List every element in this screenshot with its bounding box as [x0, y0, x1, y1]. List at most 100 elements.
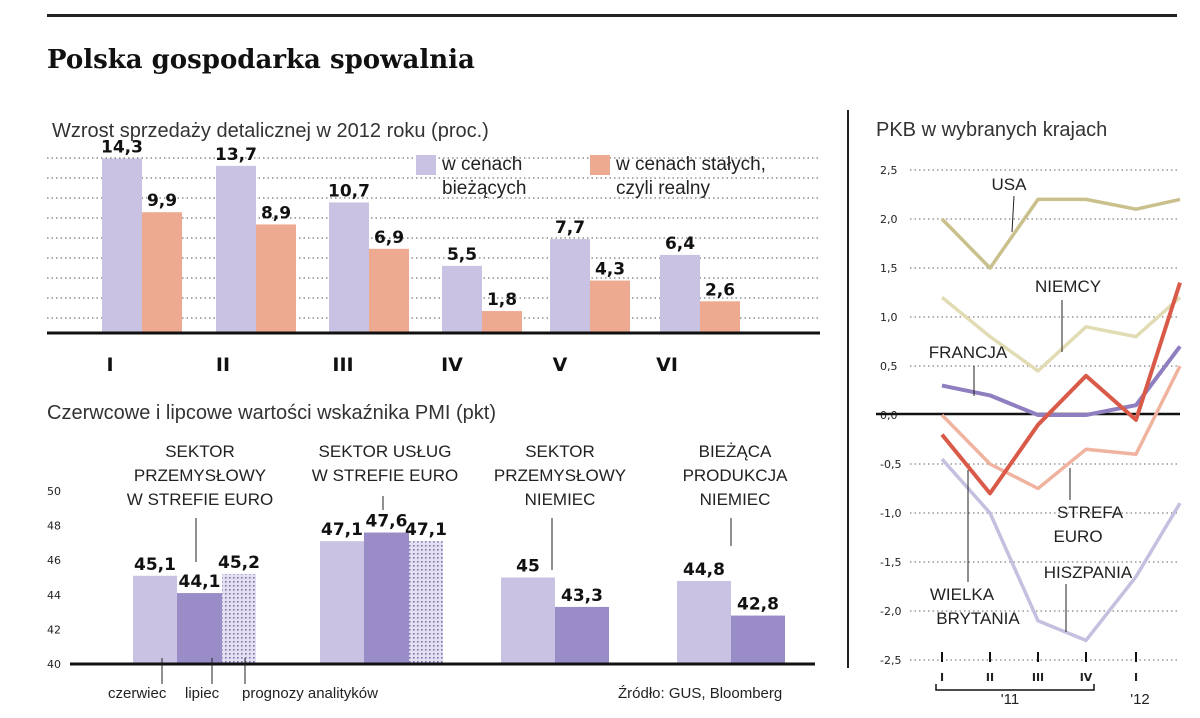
retail-sales-value-labels: 14,3 9,9 13,7 8,9 10,7 6,9 5,5 1,8 7,7 4,3 6,4 2,6 — [101, 138, 735, 311]
value-label-real-II: 8,9 — [261, 203, 291, 223]
gdp-x-tick-label-3: IV — [1080, 671, 1093, 684]
pmi-value-label-0-2: 45,2 — [218, 553, 260, 573]
gdp-year-bracket-2011 — [935, 684, 1095, 691]
gdp-line-usa — [940, 197, 1181, 270]
pmi-group-headers: SEKTOR PRZEMYSŁOWY W STREFIE EURO SEKTOR US… — [127, 442, 788, 570]
pmi-y-tick-40: 40 — [47, 658, 61, 671]
value-label-real-V: 4,3 — [595, 260, 625, 280]
value-label-current-III: 10,7 — [328, 181, 370, 201]
value-label-current-V: 7,7 — [555, 218, 585, 238]
pmi-value-label-2-1: 43,3 — [561, 586, 603, 606]
gdp-y-tick-2: 1,5 — [880, 262, 898, 275]
pmi-y-tick-48: 48 — [47, 520, 61, 533]
gdp-y-tick-6: -0,5 — [880, 458, 901, 471]
value-label-current-II: 13,7 — [215, 145, 257, 165]
pmi-bars — [133, 532, 785, 664]
value-label-real-VI: 2,6 — [705, 280, 735, 300]
gdp-y-tick-1: 2,0 — [880, 213, 898, 226]
gdp-label-strefa-euro-line1: STREFA — [1057, 503, 1124, 522]
pmi-group-header-0-line-2: W STREFIE EURO — [127, 490, 273, 509]
pmi-y-tick-42: 42 — [47, 623, 61, 636]
gdp-series-annotations: USA NIEMCY FRANCJA STREFA EURO WIELKA BRYTANIA… — [929, 175, 1133, 632]
pmi-value-label-0-0: 45,1 — [134, 555, 176, 575]
pmi-bar-1-0 — [320, 541, 364, 664]
pmi-value-label-3-1: 42,8 — [737, 595, 779, 615]
bar-real-V — [590, 280, 630, 333]
gdp-label-wielka-brytania-line2: BRYTANIA — [936, 609, 1020, 628]
gdp-label-usa: USA — [992, 175, 1028, 194]
pmi-bar-3-1 — [731, 615, 785, 664]
pmi-group-header-1-line-0: SEKTOR USŁUG — [319, 442, 452, 461]
retail-sales-title: Wzrost sprzedaży detalicznej w 2012 roku… — [52, 120, 489, 142]
bar-real-II — [256, 224, 296, 333]
value-label-real-I: 9,9 — [147, 191, 177, 211]
pmi-bar-1-1 — [364, 532, 409, 664]
bar-current-I — [102, 158, 142, 333]
source-note: Źródło: GUS, Bloomberg — [618, 685, 782, 702]
pmi-bar-0-2 — [222, 574, 256, 664]
gdp-label-francja: FRANCJA — [929, 343, 1008, 362]
bar-current-V — [550, 239, 590, 333]
gdp-label-wielka-brytania-line1: WIELKA — [930, 585, 995, 604]
legend-swatch-real — [590, 155, 610, 175]
pmi-title: Czerwcowe i lipcowe wartości wskaźnika P… — [47, 402, 496, 424]
value-label-current-VI: 6,4 — [665, 234, 695, 254]
retail-sales-bars — [102, 158, 740, 333]
legend-real-line1: w cenach stałych, — [615, 154, 766, 175]
category-label-VI: VI — [656, 354, 678, 376]
pmi-chart: Czerwcowe i lipcowe wartości wskaźnika P… — [47, 402, 815, 702]
bar-current-II — [216, 165, 256, 333]
legend-current-line1: w cenach — [441, 154, 522, 175]
gdp-gridlines: 2,5 2,0 1,5 1,0 0,5 0,0 -0,5 -1,0 -1,5 -2,0 -2,5 — [880, 164, 1180, 667]
pmi-y-tick-46: 46 — [47, 554, 61, 567]
gdp-y-tick-3: 1,0 — [880, 311, 898, 324]
series-name-lipiec: lipiec — [185, 685, 220, 702]
pmi-value-label-1-2: 47,1 — [405, 520, 447, 540]
pmi-value-label-1-1: 47,6 — [366, 512, 408, 532]
value-label-real-III: 6,9 — [374, 228, 404, 248]
pmi-bar-0-0 — [133, 575, 177, 664]
bar-current-IV — [442, 265, 482, 333]
category-label-IV: IV — [441, 354, 463, 376]
legend-current-line2: bieżących — [442, 178, 527, 199]
pmi-group-header-0-line-1: PRZEMYSŁOWY — [134, 466, 266, 485]
bar-real-III — [369, 248, 409, 333]
bar-real-VI — [700, 301, 740, 333]
gdp-chart: PKB w wybranych krajach 2,5 2,0 1,5 1,0 0,5 0… — [876, 119, 1182, 708]
pmi-group-header-0-line-0: SEKTOR — [165, 442, 235, 461]
gdp-year-label-2011: '11 — [1001, 691, 1019, 708]
gdp-y-tick-5: 0,0 — [880, 409, 898, 422]
pmi-bar-3-0 — [677, 580, 731, 664]
value-label-real-IV: 1,8 — [487, 290, 517, 310]
gdp-y-tick-8: -1,5 — [880, 556, 901, 569]
bar-current-III — [329, 202, 369, 333]
pmi-value-label-3-0: 44,8 — [683, 560, 725, 580]
gdp-y-tick-10: -2,5 — [880, 654, 901, 667]
pmi-group-header-2-line-1: PRZEMYSŁOWY — [494, 466, 626, 485]
page-title: Polska gospodarka spowalnia — [47, 45, 475, 75]
bar-real-IV — [482, 311, 522, 333]
gdp-x-axis: I II III IV I'11'12 — [935, 652, 1150, 708]
pmi-value-label-2-0: 45 — [516, 557, 540, 577]
gdp-x-tick-label-1: II — [986, 671, 994, 684]
gdp-x-tick-label-2: III — [1032, 671, 1044, 684]
legend-real-line2: czyli realny — [616, 178, 710, 199]
category-label-II: II — [216, 354, 230, 376]
pmi-value-label-0-1: 44,1 — [179, 572, 221, 592]
pmi-value-label-1-0: 47,1 — [321, 520, 363, 540]
gdp-year-label-2012: '12 — [1130, 691, 1150, 708]
pmi-value-labels: 45,144,145,2 47,1 47,647,1 45 43,3 44,8 42,8 — [134, 512, 779, 615]
gdp-line-wielka-brytania — [940, 282, 1182, 496]
gdp-label-niemcy: NIEMCY — [1035, 277, 1101, 296]
retail-sales-chart: Wzrost sprzedaży detalicznej w 2012 roku… — [47, 120, 820, 376]
category-label-V: V — [553, 354, 568, 376]
gdp-label-strefa-euro-line2: EURO — [1053, 527, 1102, 546]
category-label-I: I — [106, 354, 113, 376]
gdp-y-tick-9: -2,0 — [880, 605, 901, 618]
value-label-current-I: 14,3 — [101, 138, 143, 158]
pmi-series-legend: czerwiec lipiec prognozy analityków — [108, 658, 378, 702]
retail-sales-category-labels: I II III IV V VI — [106, 354, 677, 376]
pmi-group-header-3-line-1: PRODUKCJA — [683, 466, 789, 485]
gdp-leader-usa — [1011, 195, 1015, 233]
gdp-y-tick-4: 0,5 — [880, 360, 898, 373]
